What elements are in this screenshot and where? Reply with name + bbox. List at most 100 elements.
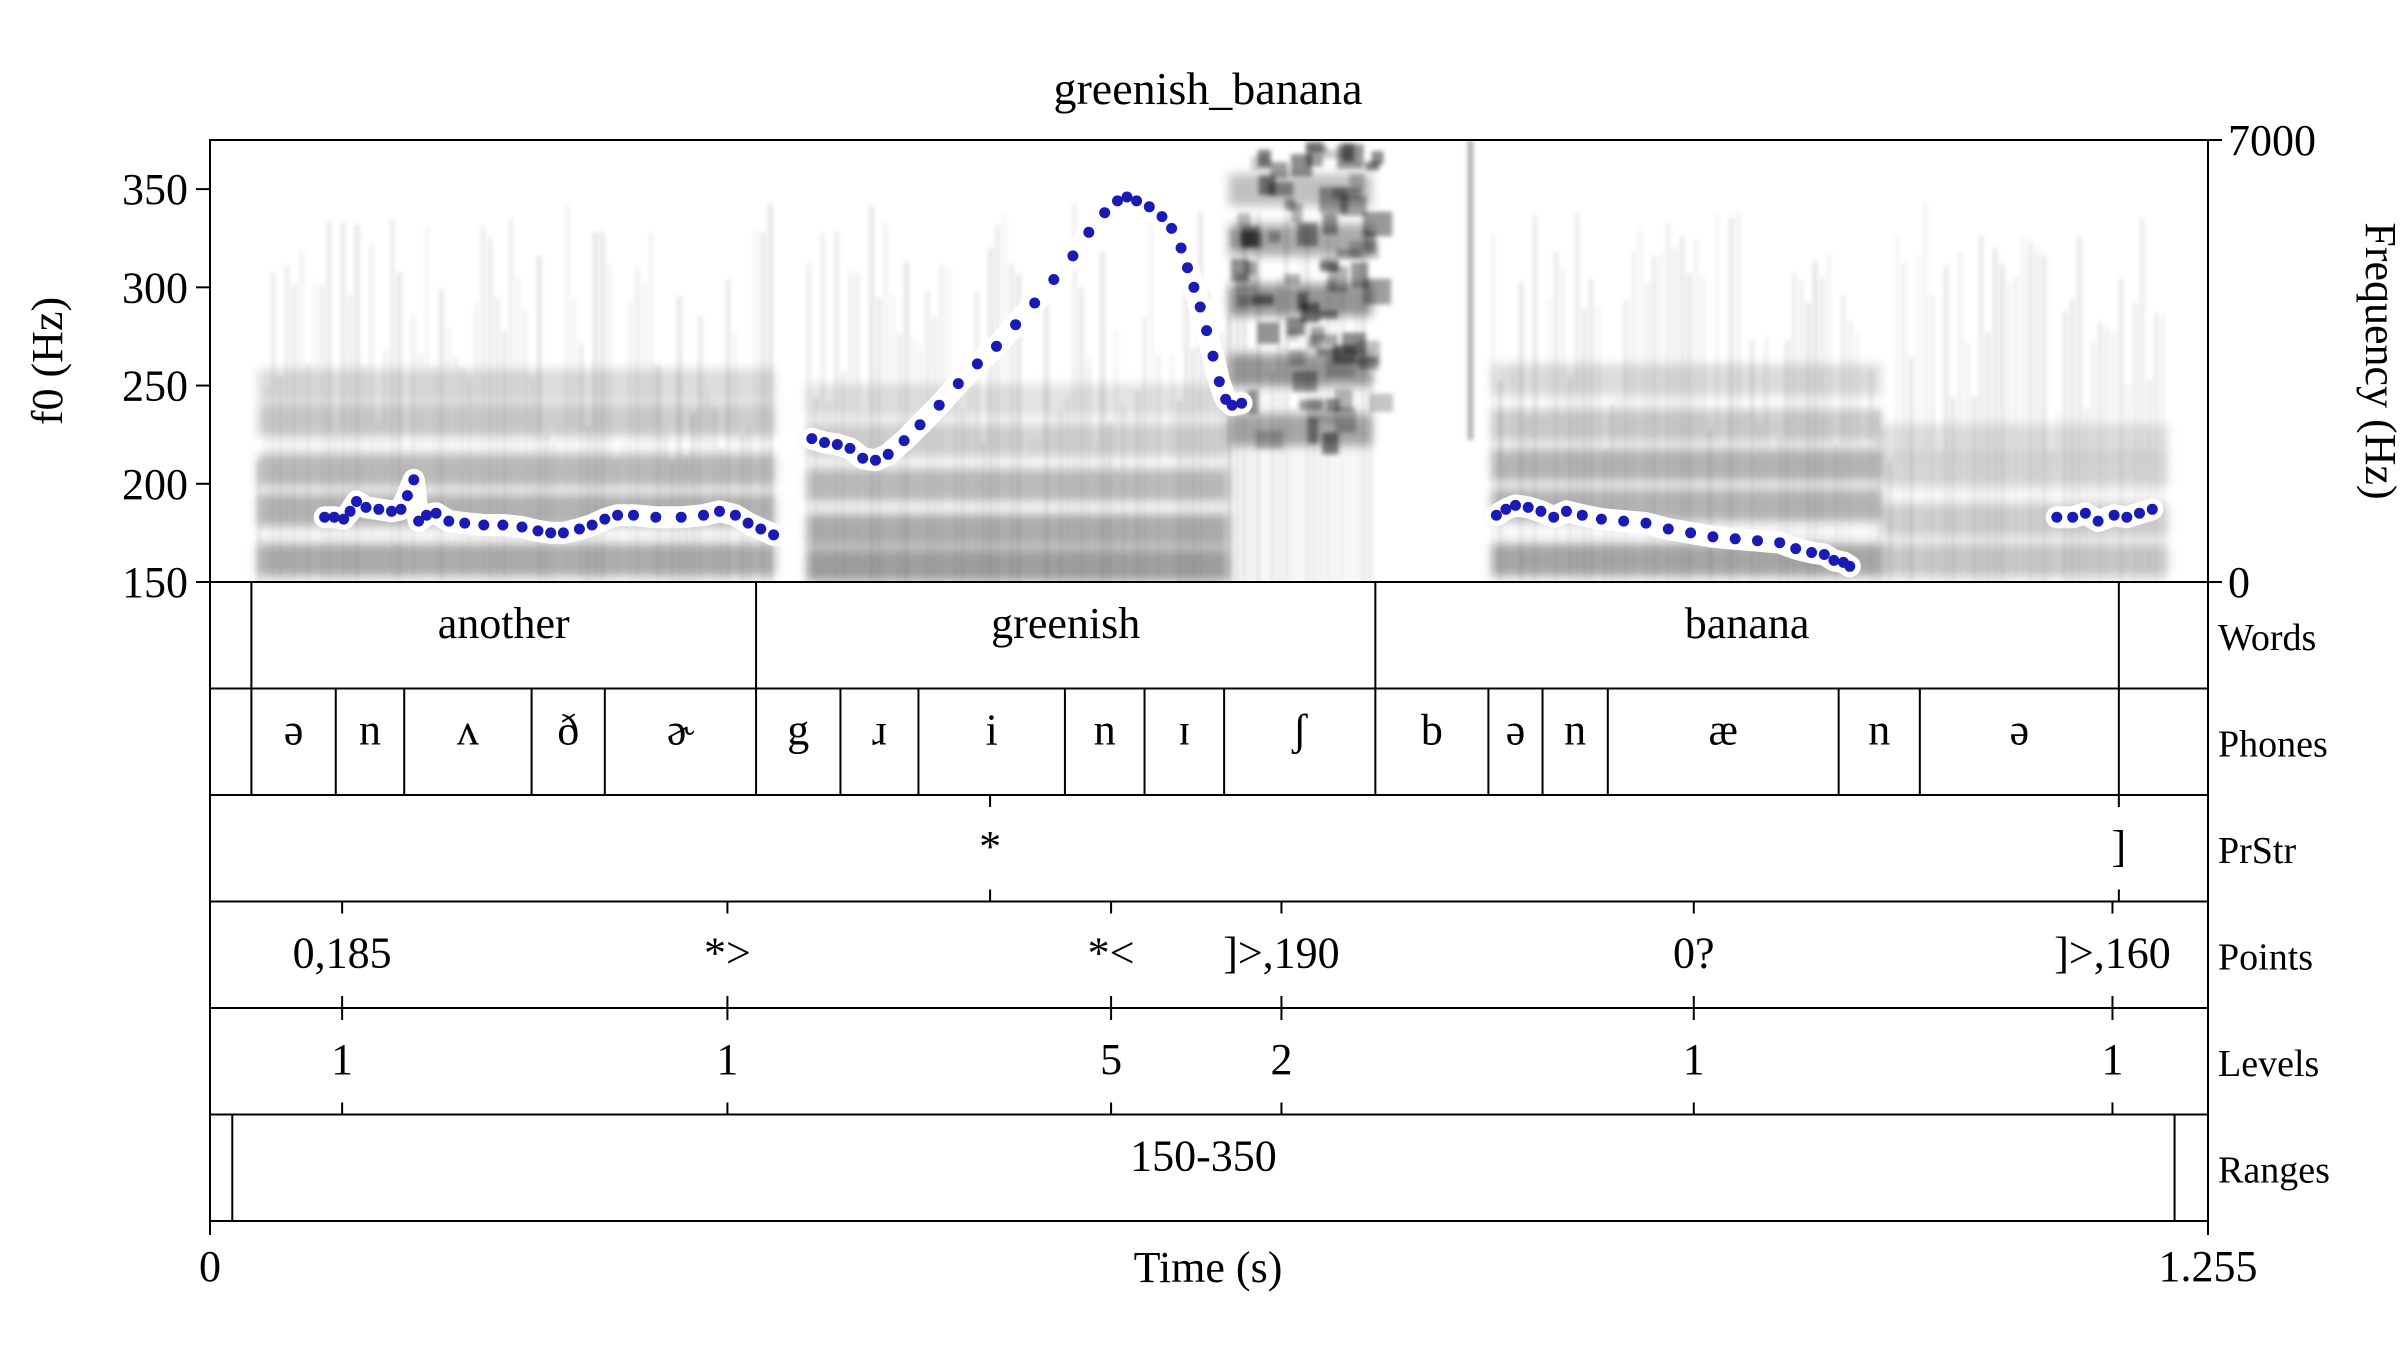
pitch-point <box>729 509 741 521</box>
interval-label: ə <box>2010 706 2030 755</box>
pitch-point <box>1729 533 1741 545</box>
tier-label: Points <box>2218 937 2313 979</box>
pitch-point <box>991 340 1002 352</box>
pitch-point <box>328 511 340 523</box>
interval-label: b <box>1421 706 1443 755</box>
pitch-point <box>1131 195 1143 207</box>
pitch-point <box>870 454 881 466</box>
pitch-point <box>386 505 397 517</box>
pitch-point <box>557 527 569 539</box>
pitch-point <box>408 474 420 486</box>
pitch-point <box>1576 509 1588 521</box>
point-label: 5 <box>1100 1035 1122 1084</box>
pitch-point <box>1685 527 1697 539</box>
pitch-point <box>1752 535 1763 547</box>
pitch-point <box>1618 515 1630 527</box>
pitch-point <box>2134 507 2145 519</box>
pitch-point <box>2108 509 2120 521</box>
pitch-point <box>351 496 362 507</box>
pitch-point <box>401 490 413 502</box>
pitch-point <box>1194 301 1206 313</box>
time-tick-label: 1.255 <box>2159 1242 2258 1291</box>
pitch-track <box>313 186 2164 578</box>
interval-label: i <box>986 706 998 755</box>
pitch-point <box>1010 319 1022 331</box>
pitch-point <box>2051 511 2063 523</box>
tier-points: Points 0,185 *> *<]>,190 0?]>,160 <box>209 900 2313 1009</box>
interval-label: 150-350 <box>1130 1132 1277 1181</box>
pitch-point <box>1548 511 1560 523</box>
point-label: ] <box>2112 822 2127 871</box>
pitch-point <box>1048 274 1060 285</box>
pitch-point <box>612 509 624 521</box>
pitch-point <box>628 509 639 521</box>
point-label: ]>,160 <box>2054 929 2170 978</box>
interval-label: n <box>359 706 381 755</box>
pitch-point <box>2067 511 2079 523</box>
pitch-point <box>1029 297 1041 309</box>
tier-label: Phones <box>2218 724 2328 766</box>
pitch-point <box>831 439 843 450</box>
pitch-point <box>882 448 894 460</box>
time-tick-label: 0 <box>199 1242 221 1291</box>
interval-label: n <box>1564 706 1586 755</box>
pitch-point <box>516 521 528 533</box>
interval-label: ɹ <box>872 706 887 755</box>
f0-tick-label: 250 <box>122 362 188 411</box>
pitch-point <box>675 511 687 523</box>
chart-title: greenish_banana <box>1053 63 1362 114</box>
pitch-point <box>1121 191 1133 203</box>
pitch-point <box>857 452 869 464</box>
point-label: 1 <box>1683 1035 1705 1084</box>
f0-tick-label: 150 <box>122 558 188 607</box>
interval-label: ə <box>284 706 304 755</box>
tier-label: PrStr <box>2218 830 2296 872</box>
pitch-point <box>421 509 432 521</box>
interval-label: greenish <box>991 599 1140 648</box>
pitch-point <box>344 505 356 517</box>
pitch-point <box>1806 547 1818 558</box>
pitch-point <box>1790 543 1802 555</box>
pitch-point <box>1182 262 1193 274</box>
pitch-point <box>459 517 471 529</box>
pitch-point <box>952 378 964 390</box>
time-axis: 0 1.255 <box>199 1221 2258 1291</box>
pitch-point <box>373 503 385 515</box>
pitch-point <box>844 442 856 454</box>
pitch-point <box>698 509 709 521</box>
pitch-point <box>1166 222 1178 234</box>
f0-tick-label: 200 <box>122 460 188 509</box>
f0-tick-label: 350 <box>122 165 188 214</box>
spectrogram <box>257 140 2169 582</box>
time-axis-label: Time (s) <box>1134 1243 1283 1292</box>
interval-label: another <box>438 599 570 648</box>
pitch-point <box>1640 517 1652 529</box>
pitch-point <box>1213 376 1225 388</box>
f0-axis-label: f0 (Hz) <box>23 297 72 425</box>
interval-label: g <box>787 706 809 755</box>
point-label: 1 <box>716 1035 738 1084</box>
pitch-point <box>650 511 662 523</box>
point-label: *> <box>704 929 751 978</box>
f0-tick-label: 300 <box>122 263 188 312</box>
pitch-point <box>1844 560 1856 572</box>
pitch-point <box>1226 399 1238 411</box>
pitch-point <box>1236 397 1248 409</box>
frequency-tick-label: 0 <box>2228 558 2250 607</box>
pitch-point <box>1083 226 1095 238</box>
pitch-point <box>532 525 544 537</box>
pitch-point <box>1112 195 1123 207</box>
tier-levels: Levels 1 1 5 2 1 1 <box>209 1007 2319 1116</box>
tier-label: Levels <box>2218 1043 2319 1085</box>
pitch-point <box>2092 515 2104 527</box>
tier-label: Words <box>2218 617 2316 659</box>
interval-label: ɚ <box>667 706 695 755</box>
pitch-point <box>319 511 331 523</box>
pitch-point <box>1707 531 1719 543</box>
pitch-point <box>1207 350 1219 362</box>
pitch-point <box>1522 501 1534 513</box>
pitch-point <box>898 435 910 447</box>
tier-words: Words another greenish banana <box>209 581 2316 690</box>
frequency-axis-label: Frequency (Hz) <box>2356 222 2400 499</box>
